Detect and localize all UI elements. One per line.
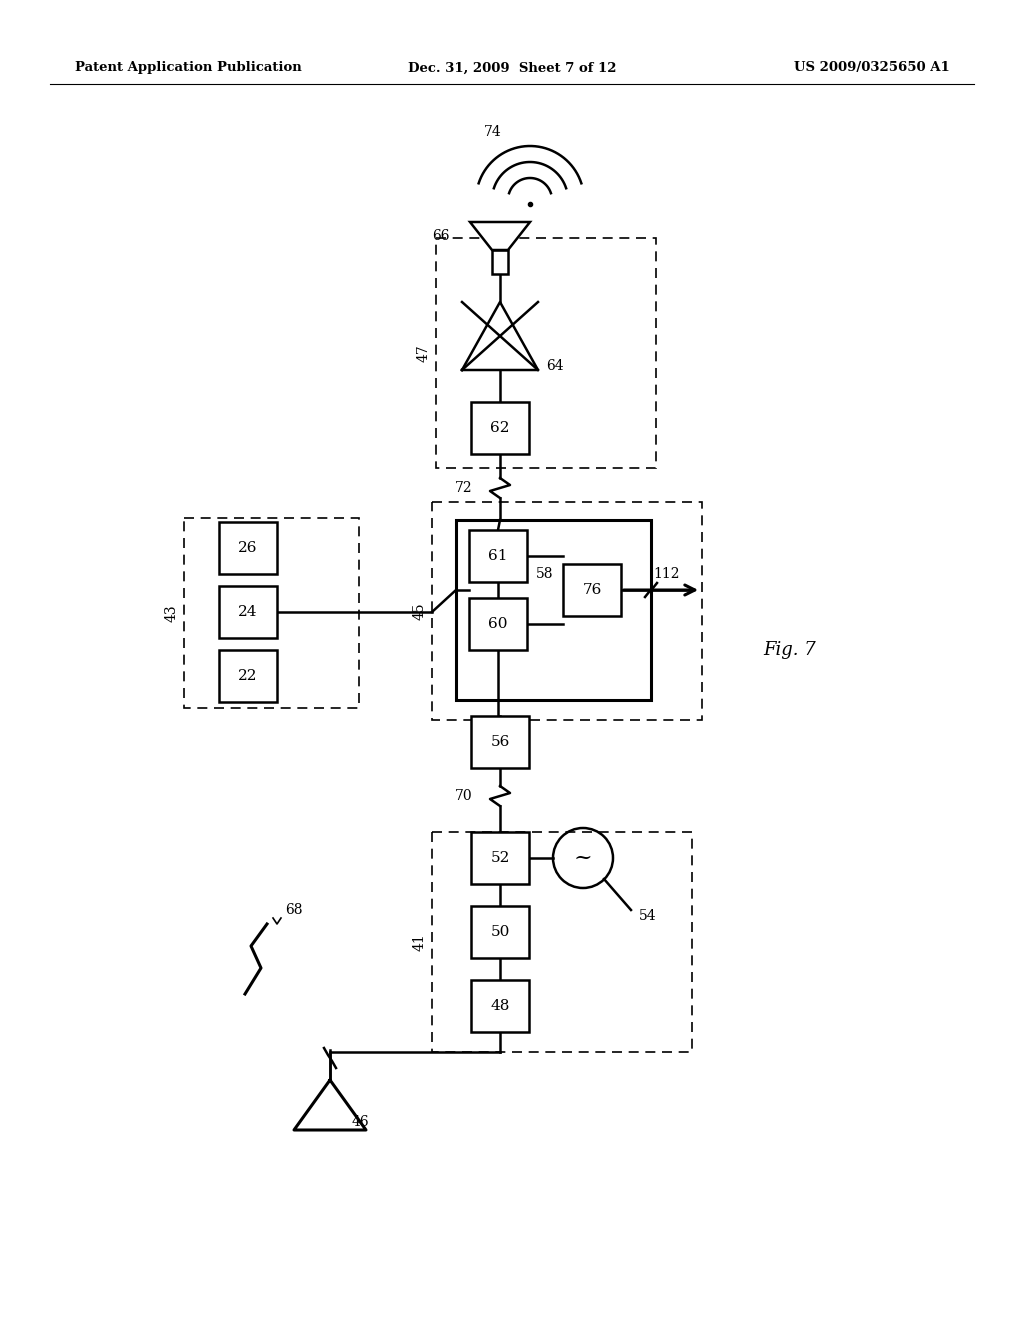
Bar bbox=[471, 979, 529, 1032]
Text: 41: 41 bbox=[413, 933, 427, 950]
Bar bbox=[492, 249, 508, 275]
Text: 66: 66 bbox=[432, 228, 450, 243]
Text: 74: 74 bbox=[484, 125, 502, 139]
Bar bbox=[471, 832, 529, 884]
Text: 112: 112 bbox=[653, 568, 680, 581]
Bar bbox=[456, 520, 651, 700]
Text: 56: 56 bbox=[490, 735, 510, 748]
Text: ~: ~ bbox=[573, 847, 592, 869]
Bar bbox=[436, 238, 656, 469]
Text: 45: 45 bbox=[413, 602, 427, 620]
Text: 52: 52 bbox=[490, 851, 510, 865]
Text: 24: 24 bbox=[239, 605, 258, 619]
Text: 72: 72 bbox=[455, 480, 472, 495]
Bar bbox=[219, 521, 278, 574]
Text: 47: 47 bbox=[417, 345, 431, 362]
Polygon shape bbox=[470, 222, 530, 249]
Text: Fig. 7: Fig. 7 bbox=[764, 642, 816, 659]
Text: 60: 60 bbox=[488, 616, 508, 631]
Text: 54: 54 bbox=[639, 909, 656, 923]
Text: 70: 70 bbox=[455, 789, 472, 803]
Text: 62: 62 bbox=[490, 421, 510, 436]
Text: 64: 64 bbox=[546, 359, 563, 374]
Bar bbox=[219, 586, 278, 638]
Text: 68: 68 bbox=[285, 903, 302, 917]
Bar bbox=[469, 598, 527, 649]
Bar bbox=[219, 649, 278, 702]
Bar bbox=[469, 531, 527, 582]
Bar bbox=[432, 502, 702, 719]
Text: Dec. 31, 2009  Sheet 7 of 12: Dec. 31, 2009 Sheet 7 of 12 bbox=[408, 62, 616, 74]
Text: 22: 22 bbox=[239, 669, 258, 682]
Text: 48: 48 bbox=[490, 999, 510, 1012]
Bar bbox=[432, 832, 692, 1052]
Text: Patent Application Publication: Patent Application Publication bbox=[75, 62, 302, 74]
Bar bbox=[563, 564, 621, 616]
Text: 26: 26 bbox=[239, 541, 258, 554]
Text: 46: 46 bbox=[352, 1115, 370, 1129]
Bar bbox=[471, 906, 529, 958]
Text: 76: 76 bbox=[583, 583, 602, 597]
Bar bbox=[471, 403, 529, 454]
Text: 58: 58 bbox=[537, 568, 554, 581]
Bar bbox=[471, 715, 529, 768]
Text: 61: 61 bbox=[488, 549, 508, 564]
Text: 43: 43 bbox=[165, 605, 179, 622]
Text: 50: 50 bbox=[490, 925, 510, 939]
Bar bbox=[184, 517, 359, 708]
Text: US 2009/0325650 A1: US 2009/0325650 A1 bbox=[795, 62, 950, 74]
